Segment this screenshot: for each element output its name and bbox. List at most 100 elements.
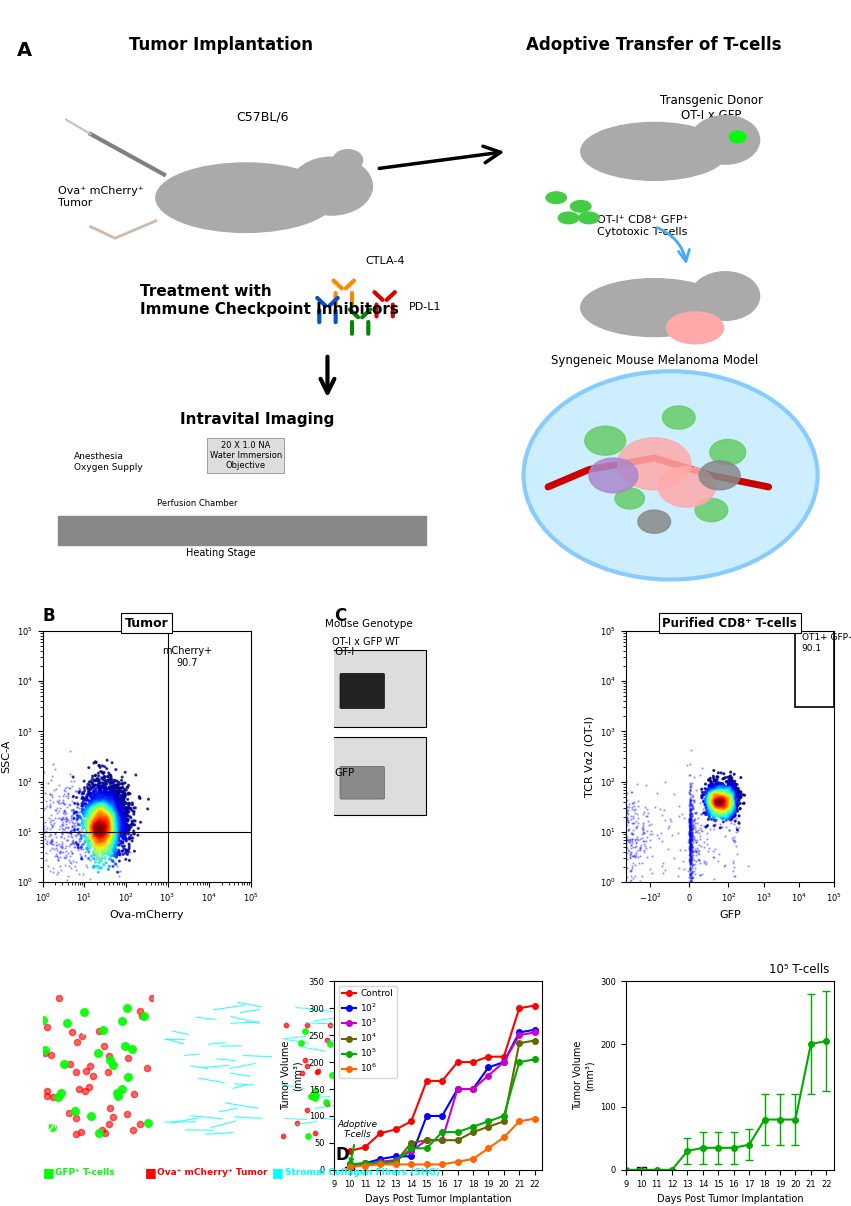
Point: [119, 822, 133, 842]
Point: [106, 814, 119, 833]
Point: [111, 845, 124, 865]
Point: [726, 783, 740, 802]
Point: [84, 847, 98, 866]
Point: [95, 798, 109, 818]
Point: [106, 822, 119, 842]
Point: [710, 786, 723, 806]
Point: [84, 791, 98, 810]
Point: [106, 789, 119, 808]
Point: [100, 759, 113, 778]
Point: [100, 809, 114, 829]
Point: [72, 1079, 86, 1099]
Point: [27, 806, 41, 825]
Point: [106, 795, 120, 814]
Point: [706, 800, 720, 819]
Point: [730, 820, 744, 839]
Point: [60, 812, 73, 831]
Point: [112, 789, 126, 808]
Point: [83, 815, 96, 835]
Point: [684, 872, 698, 891]
Point: [117, 822, 131, 842]
Point: [99, 818, 112, 837]
Point: [105, 812, 118, 831]
Point: [94, 831, 108, 850]
Point: [102, 810, 116, 830]
Point: [82, 833, 95, 853]
Point: [114, 821, 128, 841]
Point: [734, 788, 748, 807]
Point: [104, 773, 117, 792]
10$^6$: [514, 1114, 524, 1129]
Point: [89, 779, 103, 798]
Point: [106, 821, 120, 841]
Point: [96, 816, 110, 836]
Point: [82, 798, 95, 818]
Point: [724, 798, 738, 818]
Point: [102, 797, 116, 816]
Point: [79, 794, 93, 813]
Point: [119, 801, 133, 820]
Point: [106, 821, 119, 841]
Point: [686, 815, 700, 835]
Point: [93, 810, 106, 830]
Point: [67, 803, 81, 822]
Point: [92, 795, 106, 814]
Point: [105, 826, 118, 845]
Point: [116, 818, 129, 837]
Point: [83, 836, 96, 855]
Point: [83, 810, 96, 830]
Point: [104, 792, 117, 812]
Point: [79, 856, 93, 876]
Point: [108, 802, 122, 821]
Point: [121, 794, 134, 813]
Point: [71, 815, 85, 835]
Point: [110, 833, 123, 853]
Point: [64, 825, 77, 844]
Point: [707, 800, 721, 819]
Point: [92, 756, 106, 775]
Point: [719, 810, 733, 830]
Point: [111, 821, 124, 841]
Point: [684, 816, 698, 836]
Point: [83, 812, 97, 831]
Point: [106, 831, 119, 850]
Point: [705, 809, 718, 829]
Point: [31, 813, 44, 832]
Point: [101, 783, 115, 802]
Point: [89, 803, 103, 822]
Point: [100, 804, 114, 824]
Point: [112, 785, 126, 804]
Point: [97, 794, 111, 813]
Point: [95, 778, 109, 797]
Point: [94, 777, 107, 796]
Point: [89, 833, 103, 853]
Point: [101, 803, 115, 822]
Point: [97, 810, 111, 830]
Point: [98, 788, 111, 807]
Point: [107, 812, 121, 831]
Point: [102, 813, 116, 832]
Point: [116, 832, 129, 851]
Point: [694, 820, 707, 839]
Point: [91, 810, 105, 830]
Point: [102, 838, 116, 857]
Point: [718, 789, 732, 808]
Point: [620, 833, 633, 853]
Point: [681, 756, 694, 775]
Point: [93, 804, 106, 824]
Point: [77, 804, 90, 824]
Point: [109, 829, 123, 848]
Point: [106, 779, 119, 798]
Point: [703, 794, 717, 813]
Point: [110, 819, 123, 838]
Point: [105, 827, 118, 847]
Point: [722, 784, 736, 803]
Point: [107, 801, 121, 820]
Point: [94, 831, 107, 850]
Point: [722, 781, 736, 801]
Point: [97, 801, 111, 820]
Point: [101, 806, 115, 825]
Point: [108, 827, 122, 847]
Point: [725, 790, 739, 809]
Point: [111, 778, 124, 797]
